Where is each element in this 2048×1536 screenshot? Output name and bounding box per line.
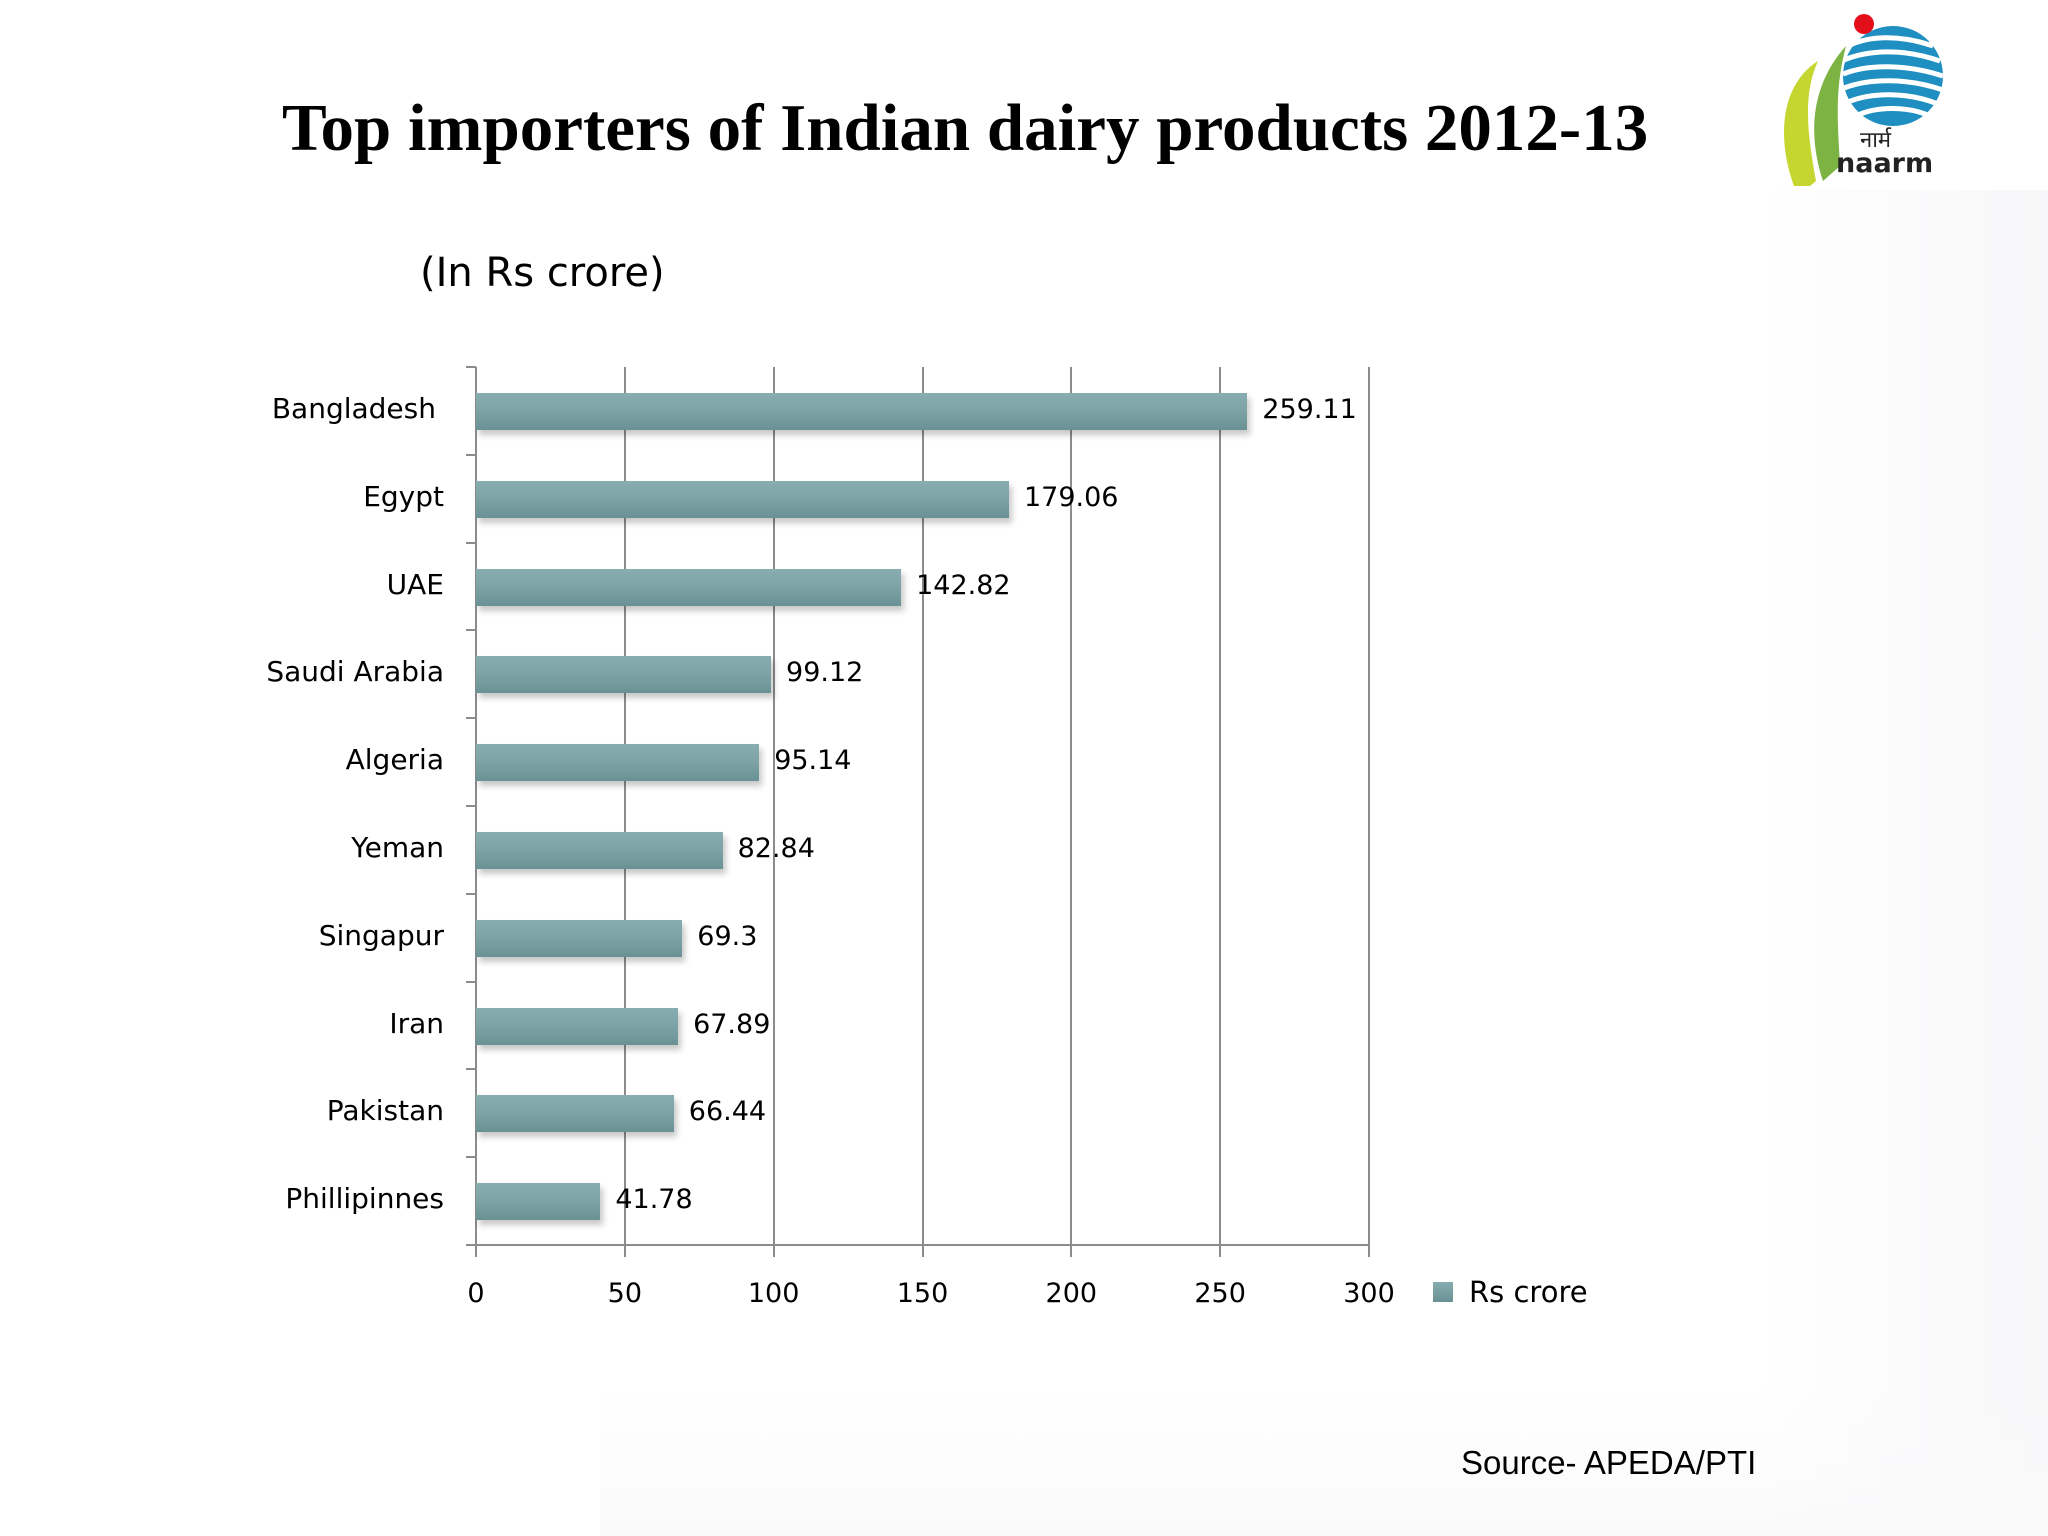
value-label: 259.11 (1262, 393, 1357, 425)
category-label: Saudi Arabia (266, 655, 444, 689)
y-tick-mark (466, 1244, 476, 1246)
category-label: Egypt (363, 479, 444, 513)
value-label: 41.78 (615, 1184, 693, 1216)
category-label: Algeria (345, 743, 444, 777)
y-tick-mark (466, 366, 476, 368)
y-tick-mark (466, 1068, 476, 1071)
bar-egypt (476, 480, 1009, 518)
x-tick-mark (1368, 1245, 1370, 1257)
x-axis (466, 1244, 1370, 1246)
value-label: 66.44 (688, 1096, 767, 1128)
chart-legend: Rs crore (1433, 1275, 1588, 1309)
legend-label: Rs crore (1469, 1275, 1588, 1309)
logo-text: naarm (1836, 148, 1934, 179)
naarm-logo-icon (1784, 14, 1944, 186)
y-tick-mark (466, 717, 476, 720)
logo-hindi-text: नार्म (1860, 128, 1892, 153)
x-tick-label: 300 (1343, 1278, 1395, 1309)
x-tick-label: 100 (747, 1278, 800, 1309)
x-tick-mark (1070, 1245, 1073, 1257)
bar-iran (476, 1007, 679, 1045)
x-tick-label: 50 (607, 1278, 642, 1309)
y-tick-mark (466, 805, 476, 807)
y-tick-mark (466, 629, 476, 632)
value-label: 82.84 (737, 832, 815, 864)
y-tick-mark (466, 980, 476, 983)
category-label: Yeman (351, 830, 444, 864)
legend-swatch (1433, 1282, 1453, 1302)
background-fade (1758, 190, 2048, 1536)
y-tick-mark (466, 541, 476, 544)
category-label: Bangladesh (271, 391, 436, 425)
gridline (623, 367, 626, 1245)
category-label: UAE (386, 567, 444, 601)
category-label: Pakistan (326, 1094, 444, 1128)
x-tick-mark (921, 1245, 924, 1257)
x-tick-mark (623, 1245, 626, 1257)
bar-pakistan (476, 1095, 674, 1133)
category-label: Iran (389, 1006, 444, 1040)
x-tick-label: 0 (467, 1278, 485, 1309)
background-fade-bottom (600, 1386, 2048, 1536)
bar-bangladesh (476, 392, 1248, 430)
bar-saudi-arabia (476, 656, 772, 694)
category-label: Phillipinnes (285, 1182, 444, 1216)
value-label: 99.12 (786, 657, 864, 689)
y-axis (475, 367, 477, 1257)
source-note: Source- APEDA/PTI (1461, 1444, 1757, 1481)
value-label: 142.82 (916, 569, 1011, 601)
x-tick-mark (772, 1245, 775, 1257)
value-label: 69.3 (697, 920, 758, 952)
value-label: 67.89 (693, 1008, 771, 1040)
bar-yeman (476, 831, 723, 869)
gridline (921, 367, 924, 1245)
bar-uae (476, 568, 902, 606)
gridline (1219, 367, 1222, 1245)
y-tick-mark (466, 1156, 476, 1159)
bar-algeria (476, 744, 760, 782)
slide-title: Top importers of Indian dairy products 2… (282, 91, 1649, 165)
gridline (1368, 367, 1370, 1245)
y-tick-mark (466, 892, 476, 895)
x-tick-mark (1219, 1245, 1222, 1257)
bar-singapur (476, 919, 683, 957)
y-tick-mark (466, 453, 476, 456)
x-tick-label: 200 (1045, 1278, 1098, 1309)
gridline (772, 367, 775, 1245)
category-label: Singapur (318, 918, 444, 952)
bar-phillipinnes (476, 1183, 601, 1221)
x-tick-label: 250 (1194, 1278, 1246, 1309)
x-tick-label: 150 (896, 1278, 949, 1309)
value-label: 95.14 (774, 745, 852, 777)
chart-subtitle: (In Rs crore) (420, 250, 665, 296)
gridline (1070, 367, 1073, 1245)
value-label: 179.06 (1024, 481, 1119, 513)
